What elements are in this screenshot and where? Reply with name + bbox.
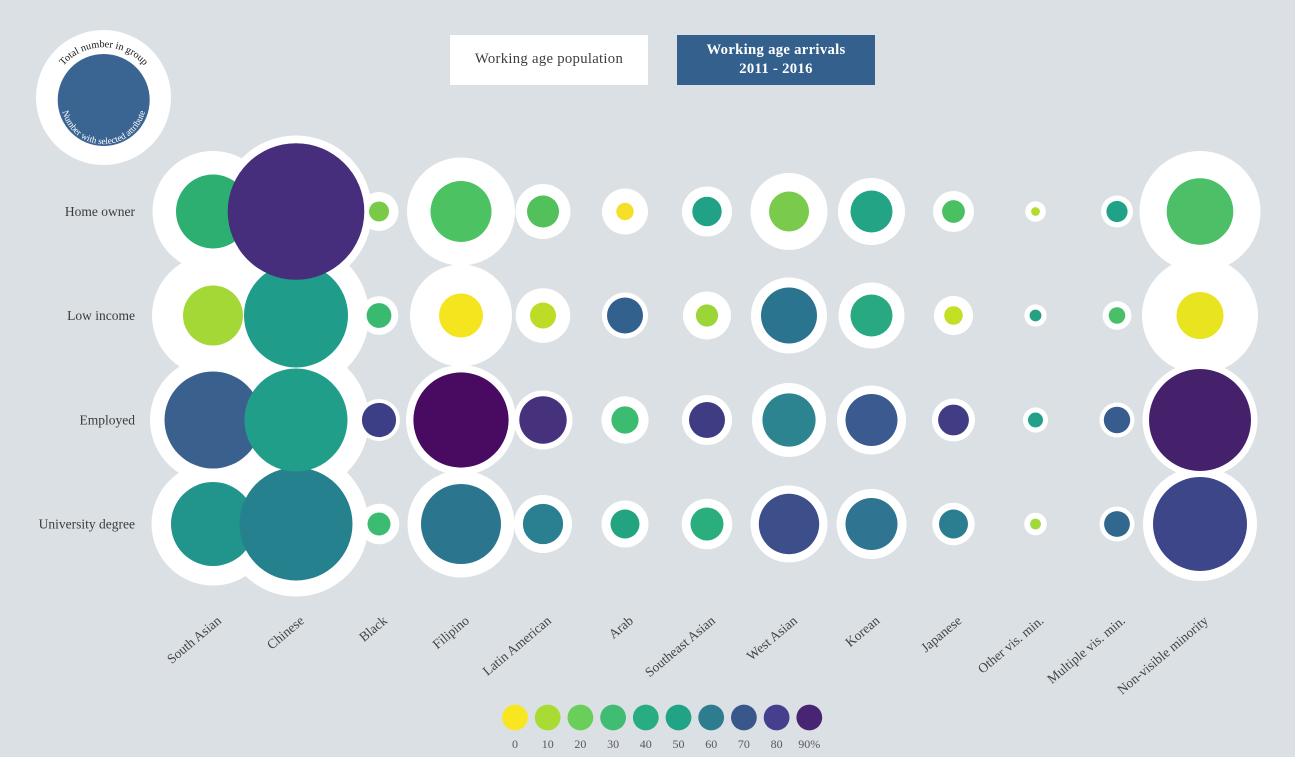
svg-text:90%: 90%	[798, 737, 820, 751]
svg-text:Non-visible minority: Non-visible minority	[1114, 613, 1211, 698]
svg-text:Latin American: Latin American	[480, 613, 554, 679]
svg-text:Southeast Asian: Southeast Asian	[642, 613, 718, 680]
svg-text:Low income: Low income	[67, 308, 135, 323]
svg-text:West Asian: West Asian	[744, 613, 800, 664]
svg-text:20: 20	[574, 737, 586, 751]
svg-text:Japanese: Japanese	[918, 613, 964, 655]
svg-text:Chinese: Chinese	[264, 613, 307, 652]
svg-text:Black: Black	[356, 613, 390, 645]
svg-text:0: 0	[512, 737, 518, 751]
svg-text:Arab: Arab	[606, 613, 637, 642]
svg-text:Home owner: Home owner	[65, 204, 136, 219]
svg-text:South Asian: South Asian	[164, 613, 224, 667]
svg-text:60: 60	[705, 737, 717, 751]
svg-text:10: 10	[542, 737, 554, 751]
svg-text:30: 30	[607, 737, 619, 751]
svg-text:Korean: Korean	[842, 613, 882, 650]
svg-text:Multiple vis. min.: Multiple vis. min.	[1044, 613, 1128, 687]
svg-text:70: 70	[738, 737, 750, 751]
svg-text:University degree: University degree	[39, 517, 135, 532]
svg-text:40: 40	[640, 737, 652, 751]
svg-text:50: 50	[673, 737, 685, 751]
svg-text:80: 80	[771, 737, 783, 751]
svg-text:Employed: Employed	[80, 413, 136, 428]
svg-text:Filipino: Filipino	[430, 613, 473, 652]
svg-text:Other vis. min.: Other vis. min.	[975, 613, 1047, 677]
